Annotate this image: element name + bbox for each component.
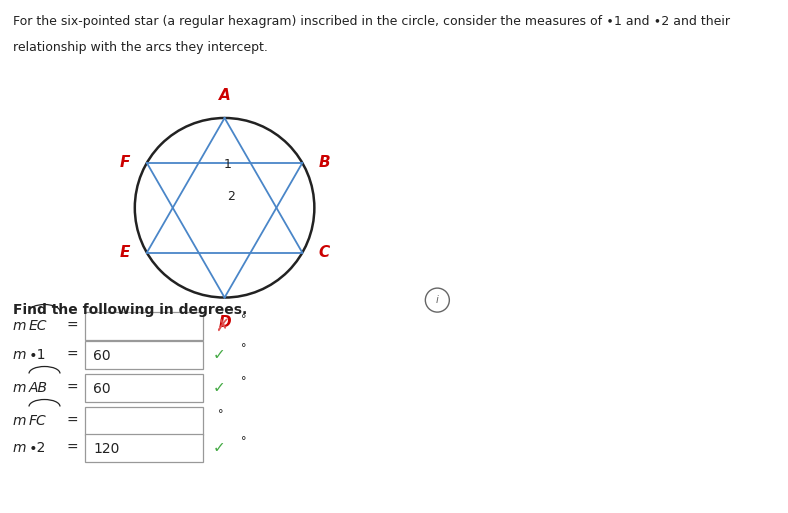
Text: m: m [13,319,27,333]
Text: ✓: ✓ [213,347,225,363]
Text: m: m [13,381,27,395]
Text: EC: EC [29,319,47,333]
Text: F: F [120,155,130,170]
Text: 120: 120 [93,442,119,456]
FancyBboxPatch shape [85,341,203,369]
FancyBboxPatch shape [85,312,203,340]
Text: °: ° [241,314,247,324]
Text: 60: 60 [93,382,110,396]
Text: For the six-pointed star (a regular hexagram) inscribed in the circle, consider : For the six-pointed star (a regular hexa… [13,15,730,28]
Text: 60: 60 [93,349,110,363]
FancyBboxPatch shape [85,407,203,435]
Text: ✗: ✗ [215,317,229,335]
Text: 2: 2 [227,190,235,203]
Text: B: B [318,155,330,170]
Text: ∙1: ∙1 [29,348,46,362]
Text: A: A [219,88,230,104]
Text: FC: FC [29,414,46,428]
Text: ✓: ✓ [213,381,225,396]
Text: AB: AB [29,381,48,395]
Text: E: E [120,245,130,260]
Text: =: = [66,319,78,333]
Text: m: m [13,348,27,362]
Text: C: C [318,245,330,260]
Text: Find the following in degrees.: Find the following in degrees. [13,303,247,317]
Text: m: m [13,414,27,428]
Text: relationship with the arcs they intercept.: relationship with the arcs they intercep… [13,41,268,54]
Text: D: D [218,315,231,330]
Text: =: = [66,441,78,455]
Text: 1: 1 [224,158,232,171]
Text: ✓: ✓ [213,441,225,456]
FancyBboxPatch shape [85,374,203,402]
Text: ∙2: ∙2 [29,441,46,455]
Text: =: = [66,414,78,428]
Text: °: ° [218,409,224,419]
Text: °: ° [241,376,247,386]
Text: =: = [66,348,78,362]
Text: °: ° [241,436,247,446]
FancyBboxPatch shape [85,434,203,462]
Text: m: m [13,441,27,455]
Text: °: ° [241,343,247,353]
Text: =: = [66,381,78,395]
Text: i: i [436,295,439,305]
